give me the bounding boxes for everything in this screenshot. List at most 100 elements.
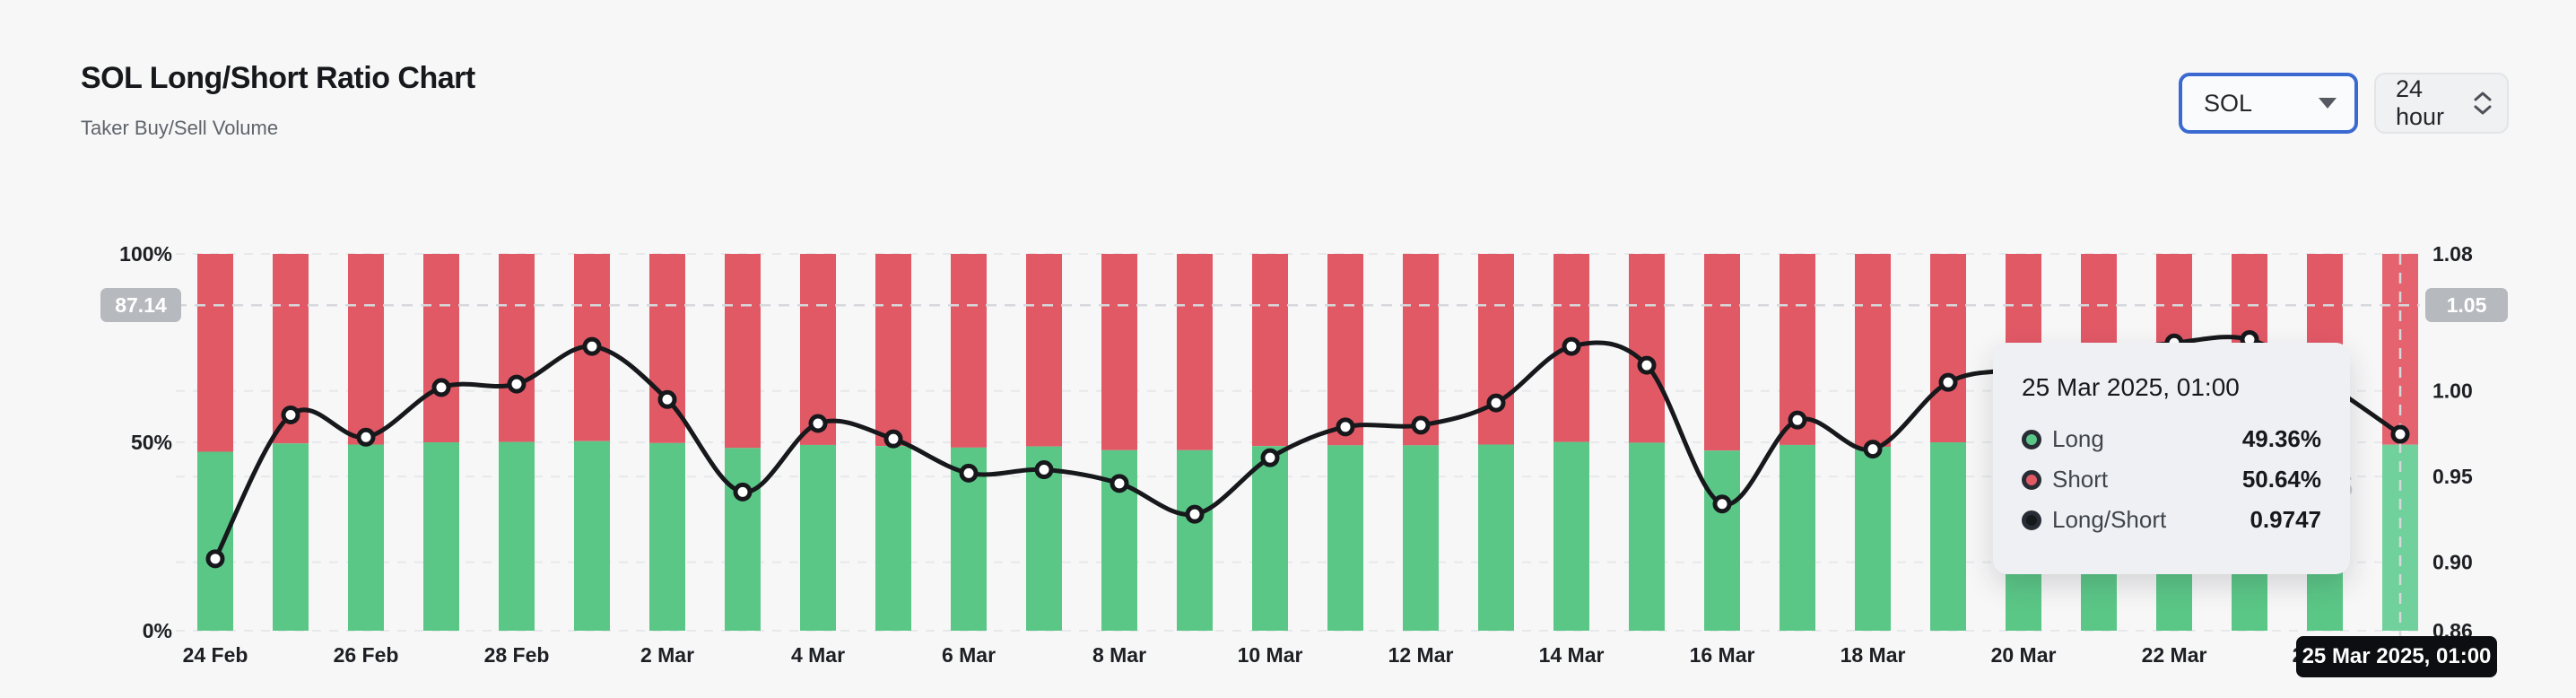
bar-long[interactable] [1177, 449, 1213, 631]
bar-short[interactable] [875, 254, 911, 447]
ratio-data-point[interactable] [808, 414, 828, 433]
x-axis-tick: 18 Mar [1841, 643, 1906, 667]
bar-short[interactable] [1629, 254, 1665, 443]
series-dot-icon [2022, 469, 2041, 490]
tooltip-row-short: Short 50.64% [2022, 466, 2321, 493]
interval-select[interactable]: 24 hour [2374, 73, 2509, 134]
ratio-data-point[interactable] [1260, 448, 1280, 467]
ratio-data-point[interactable] [1938, 372, 1958, 392]
ratio-data-point[interactable] [431, 378, 451, 397]
right-axis-tick: 1.00 [2432, 380, 2473, 403]
bar-long[interactable] [725, 448, 761, 631]
bar-long[interactable] [1855, 447, 1891, 631]
bar-short[interactable] [1930, 254, 1966, 442]
bar-short[interactable] [348, 254, 384, 445]
ratio-data-point[interactable] [356, 427, 376, 447]
x-axis-tick: 20 Mar [1991, 643, 2057, 667]
series-dot-icon [2022, 429, 2041, 449]
page-title: SOL Long/Short Ratio Chart [81, 61, 475, 95]
tooltip-series-label: Long [2052, 425, 2104, 452]
bar-short[interactable] [1478, 254, 1514, 445]
tooltip-series-label: Long/Short [2052, 506, 2167, 533]
tooltip-series-value: 50.64% [2241, 466, 2321, 493]
ratio-data-point[interactable] [1637, 355, 1657, 375]
bar-short[interactable] [1403, 254, 1439, 446]
ratio-data-point[interactable] [1034, 460, 1054, 480]
ratio-data-point[interactable] [1712, 494, 1732, 514]
bar-short[interactable] [1101, 254, 1137, 450]
bar-long[interactable] [1780, 444, 1815, 631]
x-axis-tick: 16 Mar [1690, 643, 1755, 667]
x-axis-tick: 28 Feb [484, 643, 550, 667]
bar-short[interactable] [1177, 254, 1213, 450]
chevron-down-icon [2319, 98, 2337, 109]
bar-short[interactable] [499, 254, 535, 442]
bar-short[interactable] [951, 254, 987, 448]
ratio-data-point[interactable] [1185, 504, 1205, 524]
ratio-data-point[interactable] [1336, 417, 1355, 437]
bar-short[interactable] [725, 254, 761, 449]
series-dot-icon [2022, 510, 2041, 530]
x-axis-tick: 12 Mar [1388, 643, 1454, 667]
x-axis-tick: 2 Mar [640, 643, 694, 667]
left-axis-tick: 0% [143, 619, 172, 642]
bar-long[interactable] [348, 444, 384, 631]
bar-long[interactable] [273, 443, 309, 631]
symbol-select[interactable]: SOL [2179, 73, 2358, 134]
bar-long[interactable] [875, 446, 911, 631]
x-axis-tick: 10 Mar [1238, 643, 1303, 667]
bar-long[interactable] [423, 442, 459, 631]
bar-long[interactable] [1252, 446, 1288, 631]
bar-long[interactable] [499, 441, 535, 631]
chart-tooltip: 25 Mar 2025, 01:00 Long 49.36% Short 50.64%… [1993, 343, 2350, 574]
ratio-data-point[interactable] [959, 463, 979, 483]
page-subtitle: Taker Buy/Sell Volume [81, 117, 279, 139]
bar-short[interactable] [423, 254, 459, 442]
bar-short[interactable] [1327, 254, 1363, 446]
ratio-data-point[interactable] [733, 482, 753, 502]
tooltip-series-value: 49.36% [2241, 425, 2321, 452]
ratio-data-point[interactable] [1863, 440, 1883, 459]
left-axis-tick: 50% [131, 431, 172, 454]
bar-short[interactable] [1855, 254, 1891, 448]
bar-long[interactable] [1704, 450, 1740, 631]
x-axis-tick: 26 Feb [334, 643, 399, 667]
ratio-data-point[interactable] [1411, 415, 1431, 435]
ratio-data-point[interactable] [657, 389, 677, 409]
bar-long[interactable] [1930, 442, 1966, 631]
ratio-data-point[interactable] [507, 374, 527, 394]
ratio-data-point[interactable] [2390, 424, 2410, 444]
bar-long[interactable] [1403, 445, 1439, 631]
right-axis-tick: 0.95 [2432, 465, 2473, 488]
bar-long[interactable] [1478, 444, 1514, 631]
ratio-data-point[interactable] [582, 336, 602, 356]
tooltip-series-value: 0.9747 [2250, 506, 2321, 533]
interval-select-value: 24 hour [2396, 75, 2445, 130]
ratio-data-point[interactable] [1110, 474, 1129, 493]
bar-long[interactable] [574, 441, 610, 631]
bar-short[interactable] [197, 254, 233, 452]
ratio-data-point[interactable] [1486, 393, 1506, 413]
tooltip-series-label: Short [2052, 466, 2109, 493]
ratio-data-point[interactable] [205, 549, 225, 569]
bar-long[interactable] [197, 451, 233, 632]
tooltip-row-long: Long 49.36% [2022, 425, 2321, 453]
x-axis-tick: 22 Mar [2142, 643, 2207, 667]
bar-short[interactable] [1704, 254, 1740, 451]
x-axis-tick: 6 Mar [942, 643, 996, 667]
bar-short[interactable] [1026, 254, 1062, 447]
bar-short[interactable] [1252, 254, 1288, 447]
bar-long[interactable] [1629, 442, 1665, 631]
ratio-data-point[interactable] [883, 429, 903, 449]
ratio-data-point[interactable] [1788, 410, 1807, 430]
bar-long[interactable] [800, 444, 836, 631]
bar-long[interactable] [649, 442, 685, 631]
x-axis-tick: 24 Feb [183, 643, 248, 667]
bar-long[interactable] [1553, 441, 1589, 631]
bar-long[interactable] [1327, 445, 1363, 631]
ratio-data-point[interactable] [281, 405, 300, 424]
spinner-updown-icon [2473, 91, 2493, 116]
bar-short[interactable] [800, 254, 836, 445]
ratio-data-point[interactable] [1562, 336, 1581, 356]
